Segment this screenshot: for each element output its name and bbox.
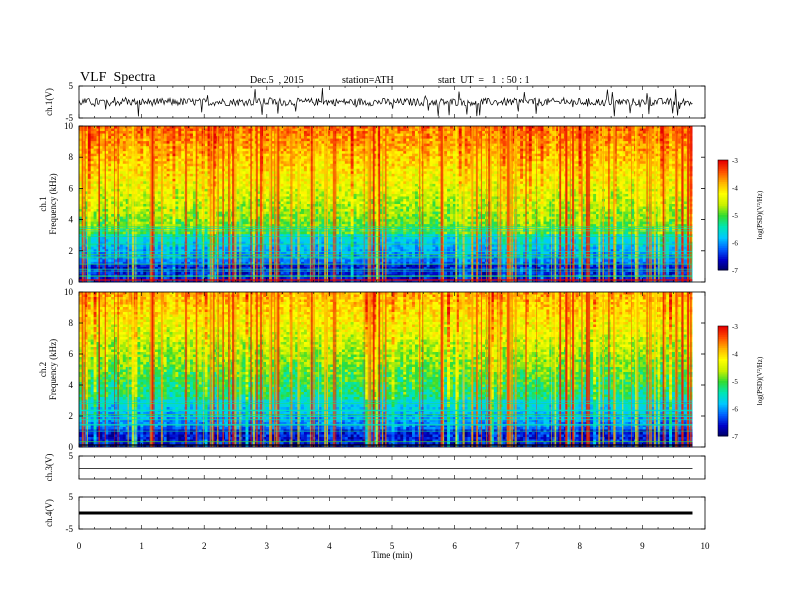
xaxis-label: Time (min) [372, 550, 413, 560]
colorbar-tick-label: -6 [732, 406, 738, 414]
ytick-label: 6 [69, 349, 74, 359]
ytick-label: 10 [64, 287, 74, 297]
xtick-label: 3 [265, 541, 270, 551]
xtick-label: 6 [452, 541, 457, 551]
ytick-label: 6 [69, 183, 74, 193]
spectrogram-1 [79, 126, 705, 282]
ytick-label: 8 [69, 152, 74, 162]
start-ut-label: start UT = 1 : 50 : 1 [438, 75, 530, 86]
ytick-label: 2 [69, 246, 74, 256]
station-label: station=ATH [342, 75, 394, 86]
date-label: Dec.5 , 2015 [250, 75, 304, 86]
ytick-label: 8 [69, 318, 74, 328]
ytick-label: 5 [69, 492, 74, 502]
ytick-label: 2 [69, 411, 74, 421]
spectrogram-2 [79, 292, 705, 447]
ylabel-2: Frequency (kHz) [48, 339, 58, 400]
ytick-label: 4 [69, 380, 74, 390]
figure-title: VLF Spectra [80, 70, 155, 86]
colorbar-tick-label: -4 [732, 351, 738, 359]
ytick-label: 4 [69, 215, 74, 225]
colorbar-tick-label: -7 [732, 267, 738, 275]
xtick-label: 9 [640, 541, 645, 551]
vlf-figure: 5-5ch.1(V)0246810ch.1 Frequency (kHz)-3-4… [0, 0, 792, 612]
xtick-label: 7 [515, 541, 520, 551]
ytick-label: 0 [69, 277, 74, 287]
ytick-label: 10 [64, 121, 74, 131]
colorbar-tick-label: -5 [732, 378, 738, 386]
colorbar-tick-label: -3 [732, 323, 738, 331]
colorbar-tick-label: -3 [732, 157, 738, 165]
ylabel-0: ch.1(V) [44, 88, 54, 116]
ytick-label: 5 [69, 451, 74, 461]
ch1-waveform-line [79, 88, 693, 116]
colorbar-tick-label: -6 [732, 240, 738, 248]
ylabel-2: ch.2 [38, 362, 48, 377]
xtick-label: 8 [578, 541, 583, 551]
colorbar-label: log(PSD)(V²/Hz) [756, 356, 764, 405]
colorbar-label: log(PSD)(V²/Hz) [756, 190, 764, 239]
colorbar-tick-label: -7 [732, 433, 738, 441]
xtick-label: 1 [139, 541, 144, 551]
ylabel-4: ch.4(V) [44, 499, 54, 527]
ylabel-1: Frequency (kHz) [48, 173, 58, 234]
ylabel-1: ch.1 [38, 196, 48, 211]
xtick-label: 10 [701, 541, 711, 551]
xtick-label: 4 [327, 541, 332, 551]
xtick-label: 2 [202, 541, 207, 551]
ylabel-3: ch.3(V) [44, 454, 54, 482]
xtick-label: 0 [77, 541, 82, 551]
colorbar-tick-label: -5 [732, 212, 738, 220]
colorbar-tick-label: -4 [732, 185, 738, 193]
ytick-label: -5 [66, 524, 74, 534]
ytick-label: 5 [69, 81, 74, 91]
